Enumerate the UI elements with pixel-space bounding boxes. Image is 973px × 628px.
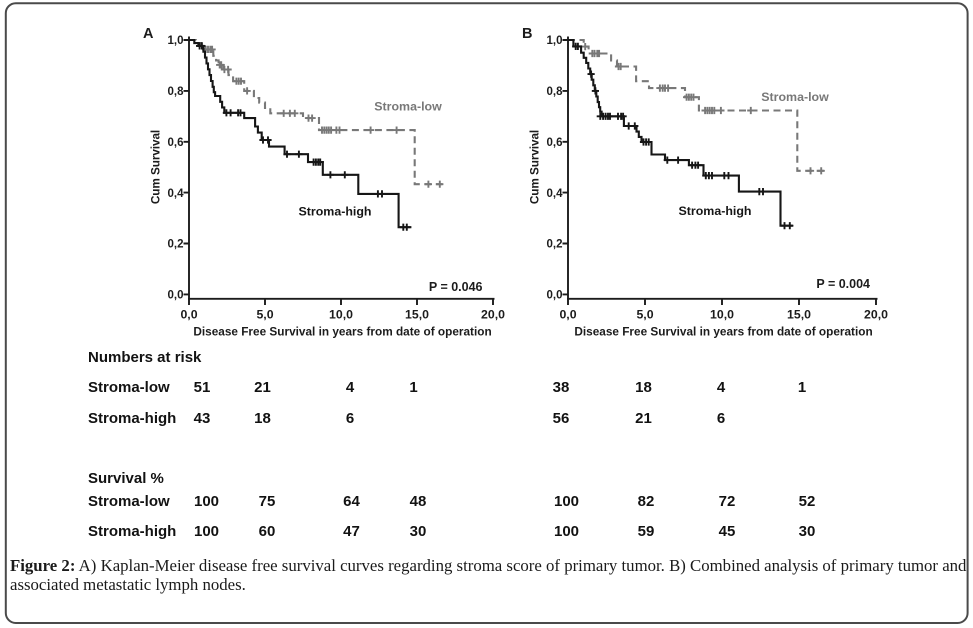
svg-text:1,0: 1,0 [547, 35, 563, 47]
svg-text:64: 64 [343, 493, 360, 510]
svg-text:20,0: 20,0 [481, 308, 505, 322]
svg-text:0,4: 0,4 [168, 188, 185, 200]
svg-text:18: 18 [635, 379, 652, 396]
svg-text:1: 1 [798, 379, 806, 396]
svg-text:Stroma-low: Stroma-low [374, 100, 442, 114]
svg-text:0,6: 0,6 [547, 137, 563, 149]
svg-text:10,0: 10,0 [329, 308, 353, 322]
svg-text:48: 48 [410, 493, 427, 510]
svg-text:45: 45 [719, 523, 736, 540]
svg-text:72: 72 [719, 493, 736, 510]
svg-text:100: 100 [194, 523, 219, 540]
svg-text:4: 4 [717, 379, 726, 396]
svg-text:100: 100 [194, 493, 219, 510]
svg-text:Stroma-high: Stroma-high [299, 205, 372, 219]
svg-text:Disease Free Survival in years: Disease Free Survival in years from date… [193, 325, 491, 339]
svg-text:60: 60 [259, 523, 276, 540]
svg-text:Stroma-high: Stroma-high [88, 523, 176, 540]
svg-text:Stroma-high: Stroma-high [679, 204, 752, 218]
svg-text:51: 51 [194, 379, 211, 396]
svg-text:Disease Free Survival in years: Disease Free Survival in years from date… [574, 325, 872, 339]
svg-text:15,0: 15,0 [787, 308, 811, 322]
svg-text:21: 21 [254, 379, 271, 396]
svg-text:0,4: 0,4 [547, 188, 564, 200]
svg-text:30: 30 [799, 523, 816, 540]
svg-text:Numbers at risk: Numbers at risk [88, 349, 202, 366]
svg-text:0,0: 0,0 [547, 290, 563, 302]
svg-text:82: 82 [638, 493, 655, 510]
svg-text:38: 38 [553, 379, 570, 396]
svg-text:Stroma-high: Stroma-high [88, 410, 176, 427]
svg-text:43: 43 [194, 410, 211, 427]
svg-text:Stroma-low: Stroma-low [88, 379, 170, 396]
svg-text:21: 21 [635, 410, 652, 427]
svg-text:Cum Survival: Cum Survival [528, 130, 542, 204]
svg-text:0,0: 0,0 [168, 290, 184, 302]
svg-text:15,0: 15,0 [405, 308, 429, 322]
svg-text:0,0: 0,0 [559, 308, 576, 322]
svg-text:52: 52 [799, 493, 816, 510]
svg-text:56: 56 [553, 410, 570, 427]
svg-text:47: 47 [343, 523, 360, 540]
svg-text:5,0: 5,0 [636, 308, 653, 322]
svg-text:5,0: 5,0 [256, 308, 273, 322]
svg-text:0,0: 0,0 [180, 308, 197, 322]
svg-text:P = 0.004: P = 0.004 [816, 277, 870, 291]
svg-text:59: 59 [638, 523, 655, 540]
svg-text:10,0: 10,0 [710, 308, 734, 322]
svg-text:100: 100 [554, 523, 579, 540]
svg-text:Cum Survival: Cum Survival [149, 130, 163, 204]
svg-text:0,2: 0,2 [168, 239, 184, 251]
svg-text:0,6: 0,6 [168, 137, 184, 149]
svg-text:4: 4 [346, 379, 355, 396]
svg-text:6: 6 [717, 410, 725, 427]
svg-text:Survival %: Survival % [88, 470, 164, 487]
svg-text:75: 75 [259, 493, 276, 510]
svg-text:20,0: 20,0 [864, 308, 888, 322]
svg-text:1,0: 1,0 [168, 35, 184, 47]
svg-text:P = 0.046: P = 0.046 [429, 280, 483, 294]
svg-text:6: 6 [346, 410, 354, 427]
svg-text:1: 1 [409, 379, 417, 396]
svg-text:0,2: 0,2 [547, 239, 563, 251]
svg-text:Stroma-low: Stroma-low [761, 90, 829, 104]
svg-text:18: 18 [254, 410, 271, 427]
svg-text:B: B [522, 26, 532, 42]
svg-text:30: 30 [410, 523, 427, 540]
svg-text:100: 100 [554, 493, 579, 510]
svg-text:A: A [143, 26, 154, 42]
svg-text:0,8: 0,8 [168, 86, 185, 98]
svg-text:0,8: 0,8 [547, 86, 564, 98]
svg-text:Stroma-low: Stroma-low [88, 493, 170, 510]
